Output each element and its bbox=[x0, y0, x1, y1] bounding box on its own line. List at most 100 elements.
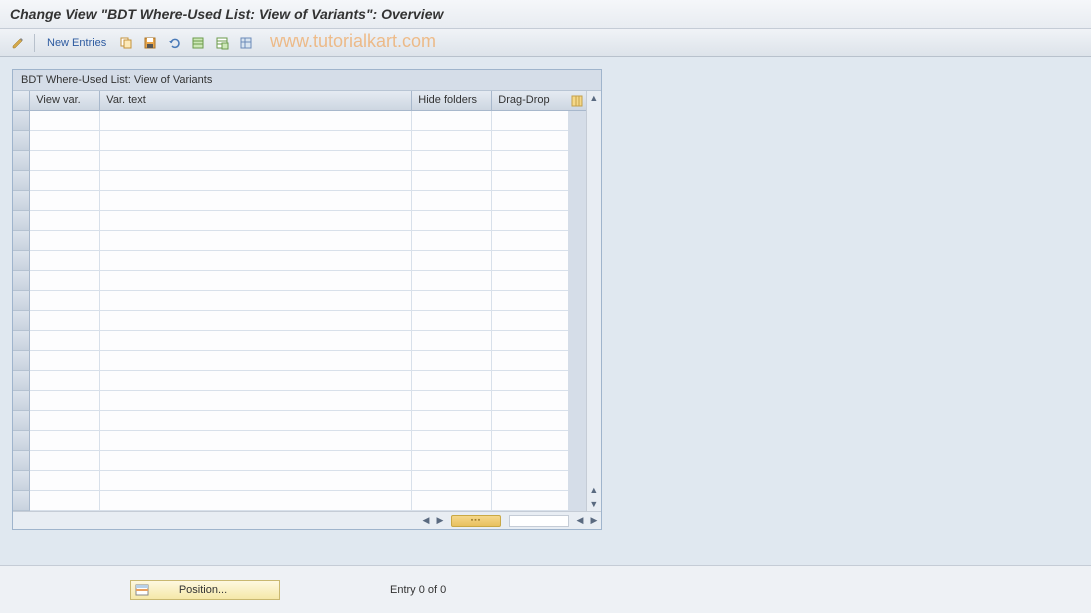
table-cell[interactable] bbox=[492, 131, 568, 150]
table-cell[interactable] bbox=[492, 451, 568, 470]
col-header-view-var[interactable]: View var. bbox=[30, 91, 100, 110]
table-cell[interactable] bbox=[100, 451, 412, 470]
table-row[interactable] bbox=[30, 251, 568, 271]
table-cell[interactable] bbox=[30, 351, 100, 370]
new-entries-button[interactable]: New Entries bbox=[41, 37, 112, 49]
table-cell[interactable] bbox=[492, 171, 568, 190]
table-cell[interactable] bbox=[30, 491, 100, 510]
table-cell[interactable] bbox=[100, 231, 412, 250]
table-cell[interactable] bbox=[412, 171, 492, 190]
table-cell[interactable] bbox=[492, 431, 568, 450]
table-cell[interactable] bbox=[492, 471, 568, 490]
table-cell[interactable] bbox=[100, 171, 412, 190]
table-row[interactable] bbox=[30, 331, 568, 351]
table-row[interactable] bbox=[30, 351, 568, 371]
table-cell[interactable] bbox=[412, 231, 492, 250]
table-cell[interactable] bbox=[100, 411, 412, 430]
row-selector[interactable] bbox=[13, 371, 30, 391]
scroll-down-icon[interactable]: ▼ bbox=[587, 497, 601, 511]
table-cell[interactable] bbox=[30, 291, 100, 310]
table-cell[interactable] bbox=[100, 331, 412, 350]
copy-icon[interactable] bbox=[116, 33, 136, 53]
table-cell[interactable] bbox=[30, 151, 100, 170]
row-selector[interactable] bbox=[13, 251, 30, 271]
row-selector[interactable] bbox=[13, 151, 30, 171]
table-cell[interactable] bbox=[412, 111, 492, 130]
table-row[interactable] bbox=[30, 191, 568, 211]
table-cell[interactable] bbox=[100, 151, 412, 170]
row-selector[interactable] bbox=[13, 111, 30, 131]
table-cell[interactable] bbox=[492, 231, 568, 250]
row-selector[interactable] bbox=[13, 471, 30, 491]
table-cell[interactable] bbox=[412, 371, 492, 390]
table-cell[interactable] bbox=[492, 111, 568, 130]
table-row[interactable] bbox=[30, 211, 568, 231]
table-cell[interactable] bbox=[100, 191, 412, 210]
col-header-drag-drop[interactable]: Drag-Drop bbox=[492, 91, 568, 110]
table-cell[interactable] bbox=[30, 311, 100, 330]
table-cell[interactable] bbox=[30, 251, 100, 270]
table-row[interactable] bbox=[30, 471, 568, 491]
row-selector[interactable] bbox=[13, 331, 30, 351]
table-row[interactable] bbox=[30, 491, 568, 511]
undo-icon[interactable] bbox=[164, 33, 184, 53]
table-cell[interactable] bbox=[412, 351, 492, 370]
table-row[interactable] bbox=[30, 231, 568, 251]
row-selector[interactable] bbox=[13, 391, 30, 411]
row-selector[interactable] bbox=[13, 411, 30, 431]
table-cell[interactable] bbox=[412, 411, 492, 430]
table-cell[interactable] bbox=[412, 211, 492, 230]
table-row[interactable] bbox=[30, 291, 568, 311]
row-selector[interactable] bbox=[13, 351, 30, 371]
configure-columns-icon[interactable] bbox=[568, 91, 585, 111]
row-selector[interactable] bbox=[13, 431, 30, 451]
table-cell[interactable] bbox=[492, 491, 568, 510]
scroll-right-icon[interactable]: ▶ bbox=[433, 514, 447, 528]
col-header-var-text[interactable]: Var. text bbox=[100, 91, 412, 110]
row-selector[interactable] bbox=[13, 451, 30, 471]
table-cell[interactable] bbox=[100, 431, 412, 450]
table-row[interactable] bbox=[30, 311, 568, 331]
table-cell[interactable] bbox=[412, 271, 492, 290]
table-cell[interactable] bbox=[412, 191, 492, 210]
table-cell[interactable] bbox=[412, 291, 492, 310]
table-row[interactable] bbox=[30, 271, 568, 291]
scroll-up-icon[interactable]: ▲ bbox=[587, 91, 601, 105]
select-all-icon[interactable] bbox=[188, 33, 208, 53]
table-row[interactable] bbox=[30, 391, 568, 411]
table-cell[interactable] bbox=[100, 471, 412, 490]
table-cell[interactable] bbox=[100, 491, 412, 510]
col-header-hide-folders[interactable]: Hide folders bbox=[412, 91, 492, 110]
table-cell[interactable] bbox=[492, 311, 568, 330]
table-cell[interactable] bbox=[412, 471, 492, 490]
table-cell[interactable] bbox=[30, 471, 100, 490]
table-cell[interactable] bbox=[30, 391, 100, 410]
table-cell[interactable] bbox=[412, 391, 492, 410]
table-cell[interactable] bbox=[412, 331, 492, 350]
table-row[interactable] bbox=[30, 131, 568, 151]
scroll-left2-icon[interactable]: ◀ bbox=[573, 514, 587, 528]
table-cell[interactable] bbox=[100, 371, 412, 390]
row-selector[interactable] bbox=[13, 131, 30, 151]
table-cell[interactable] bbox=[492, 351, 568, 370]
table-row[interactable] bbox=[30, 171, 568, 191]
table-cell[interactable] bbox=[412, 431, 492, 450]
table-cell[interactable] bbox=[30, 231, 100, 250]
row-selector[interactable] bbox=[13, 171, 30, 191]
row-selector[interactable] bbox=[13, 191, 30, 211]
scroll-thumb[interactable]: ▪▪▪ bbox=[451, 515, 501, 527]
table-row[interactable] bbox=[30, 111, 568, 131]
table-cell[interactable] bbox=[492, 291, 568, 310]
table-settings-icon[interactable] bbox=[236, 33, 256, 53]
table-cell[interactable] bbox=[30, 431, 100, 450]
table-cell[interactable] bbox=[30, 371, 100, 390]
table-cell[interactable] bbox=[100, 271, 412, 290]
table-cell[interactable] bbox=[492, 211, 568, 230]
row-selector[interactable] bbox=[13, 211, 30, 231]
table-cell[interactable] bbox=[492, 391, 568, 410]
row-selector-header[interactable] bbox=[13, 91, 30, 111]
table-cell[interactable] bbox=[412, 491, 492, 510]
horizontal-scrollbar[interactable]: ◀ ▶ ▪▪▪ ◀ ▶ bbox=[13, 511, 601, 529]
table-cell[interactable] bbox=[100, 211, 412, 230]
scroll-right2-icon[interactable]: ▶ bbox=[587, 514, 601, 528]
